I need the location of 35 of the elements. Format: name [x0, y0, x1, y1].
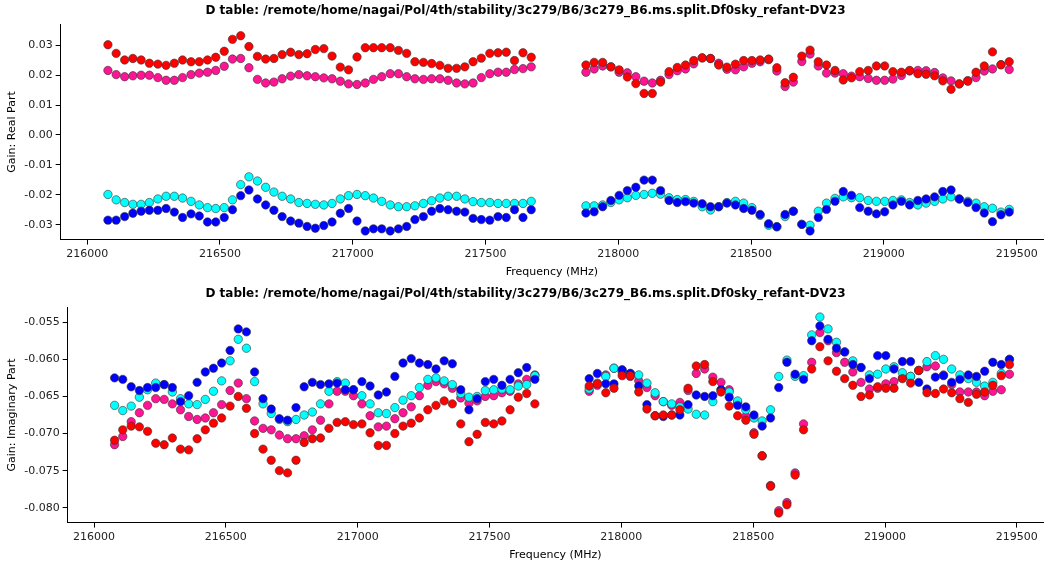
- x-tick-label: 218500: [732, 530, 775, 544]
- chart-title: D table: /remote/home/nagai/Pol/4th/stability/3c279/B6/3c279_B6.ms.split.Df0sky_refant-DV23: [205, 3, 846, 19]
- x-tick-label: 219000: [862, 247, 905, 261]
- y-axis-title: Gain: Real Part: [5, 90, 19, 173]
- y-tick-label: -0.070: [24, 426, 60, 440]
- y-tick-label: -0.075: [24, 463, 60, 477]
- x-tick-label: 218500: [730, 247, 773, 261]
- x-tick-label: 216500: [204, 530, 247, 544]
- y-tick-label: 0.03: [28, 38, 53, 52]
- y-tick-label: -0.03: [24, 217, 53, 231]
- y-tick-label: 0.01: [28, 97, 53, 111]
- y-tick-label: -0.02: [24, 187, 53, 201]
- y-tick-label: -0.080: [24, 500, 60, 514]
- x-tick-label: 218000: [597, 247, 640, 261]
- y-tick-label: 0.00: [28, 127, 53, 141]
- y-axis-title: Gain: Imaginary Part: [5, 357, 19, 472]
- chart-title: D table: /remote/home/nagai/Pol/4th/stability/3c279/B6/3c279_B6.ms.split.Df0sky_refant-DV23: [205, 286, 846, 302]
- y-tick-label: -0.055: [24, 315, 60, 329]
- x-tick-label: 218000: [600, 530, 643, 544]
- y-tick-label: -0.060: [24, 352, 60, 366]
- x-tick-label: 216500: [198, 247, 241, 261]
- x-tick-label: 219500: [995, 530, 1038, 544]
- x-tick-label: 216000: [66, 247, 109, 261]
- x-tick-label: 217500: [464, 247, 507, 261]
- x-axis-title: Frequency (MHz): [505, 265, 599, 279]
- x-tick-label: 219500: [995, 247, 1038, 261]
- x-tick-label: 217500: [468, 530, 511, 544]
- x-tick-label: 217000: [336, 530, 379, 544]
- x-axis-title: Frequency (MHz): [509, 548, 602, 562]
- x-tick-label: 216000: [73, 530, 116, 544]
- x-tick-label: 219000: [864, 530, 906, 544]
- y-tick-label: -0.01: [24, 157, 53, 171]
- y-tick-label: 0.02: [28, 68, 53, 82]
- x-tick-label: 217000: [331, 247, 374, 261]
- y-tick-label: -0.065: [24, 389, 60, 403]
